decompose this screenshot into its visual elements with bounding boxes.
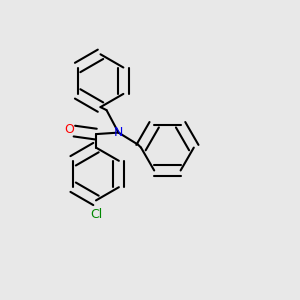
Text: N: N [114,126,123,139]
Text: Cl: Cl [90,208,102,221]
Text: O: O [64,123,74,136]
